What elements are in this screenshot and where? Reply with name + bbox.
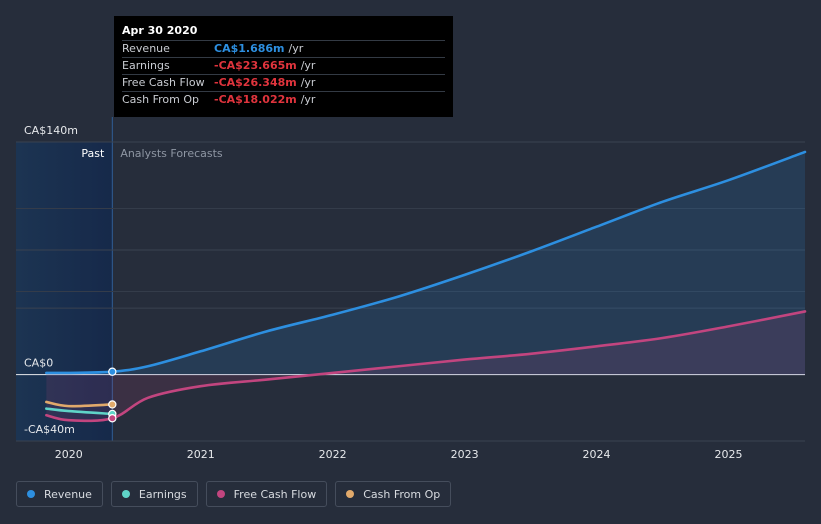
legend-item-earnings[interactable]: Earnings (110, 481, 198, 507)
tooltip-unit: /yr (300, 59, 316, 72)
tooltip-unit: /yr (288, 42, 304, 55)
series-marker-free-cash-flow (108, 414, 117, 423)
series-line-free-cash-flow (45, 310, 807, 423)
series-marker-cash-from-op (108, 400, 117, 409)
tooltip-label: Revenue (122, 42, 170, 55)
series-line-revenue (45, 150, 807, 375)
tooltip: Apr 30 2020 Revenue CA$1.686m /yr Earnin… (114, 16, 453, 117)
tooltip-row-free-cash-flow: Free Cash Flow -CA$26.348m /yr (122, 74, 445, 91)
x-tick-label: 2025 (714, 448, 742, 461)
legend-dot-icon (346, 490, 355, 498)
legend-item-cash-from-op[interactable]: Cash From Op (335, 481, 452, 507)
tooltip-row-revenue: Revenue CA$1.686m /yr (122, 40, 445, 57)
tooltip-value: -CA$26.348m (214, 76, 297, 89)
tooltip-date: Apr 30 2020 (122, 24, 198, 37)
legend-item-revenue[interactable]: Revenue (16, 481, 103, 507)
y-tick-label: CA$0 (24, 357, 53, 370)
legend-label: Revenue (44, 487, 92, 501)
tooltip-unit: /yr (300, 76, 316, 89)
forecast-label: Analysts Forecasts (120, 147, 223, 160)
x-tick-label: 2020 (55, 448, 83, 461)
legend: Revenue Earnings Free Cash Flow Cash Fro… (16, 481, 452, 507)
tooltip-value: -CA$18.022m (214, 93, 297, 106)
legend-label: Free Cash Flow (233, 487, 317, 501)
tooltip-value: CA$1.686m (214, 42, 285, 55)
tooltip-row-cash-from-op: Cash From Op -CA$18.022m /yr (122, 91, 445, 108)
series-area-free-cash-flow (46, 311, 806, 421)
x-tick-label: 2024 (583, 448, 611, 461)
legend-item-free-cash-flow[interactable]: Free Cash Flow (205, 481, 328, 507)
y-tick-label: CA$140m (24, 124, 78, 137)
tooltip-value: -CA$23.665m (214, 59, 297, 72)
x-tick-label: 2022 (319, 448, 347, 461)
series-line-cash-from-op (45, 400, 114, 408)
series-area-revenue (46, 151, 806, 375)
y-tick-label: -CA$40m (24, 423, 75, 436)
x-tick-label: 2021 (187, 448, 215, 461)
series-marker-revenue (108, 367, 117, 376)
legend-dot-icon (121, 490, 130, 498)
tooltip-label: Cash From Op (122, 93, 200, 106)
tooltip-label: Free Cash Flow (122, 76, 205, 89)
legend-dot-icon (27, 490, 35, 498)
series-line-earnings (45, 407, 114, 416)
tooltip-unit: /yr (300, 93, 316, 106)
past-label: Past (81, 147, 105, 160)
x-tick-label: 2023 (451, 448, 479, 461)
tooltip-label: Earnings (122, 59, 170, 72)
legend-label: Cash From Op (363, 487, 441, 501)
legend-label: Earnings (138, 487, 187, 501)
legend-dot-icon (216, 490, 225, 498)
tooltip-row-earnings: Earnings -CA$23.665m /yr (122, 57, 445, 74)
